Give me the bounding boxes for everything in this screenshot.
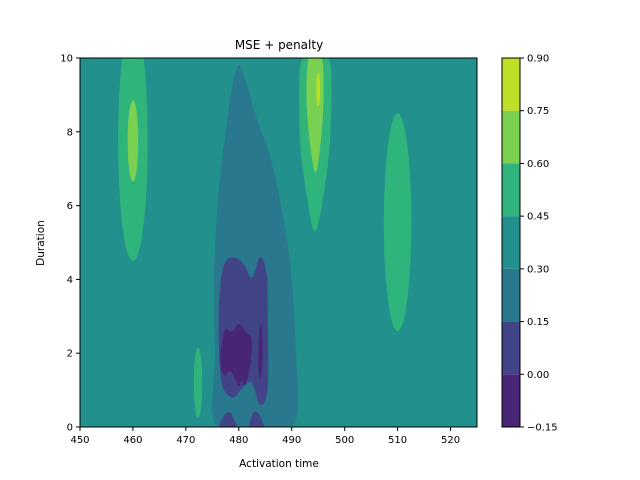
contour-region-7 xyxy=(127,100,139,182)
colorbar-tick-label: 0.30 xyxy=(527,264,549,275)
plot-area xyxy=(80,58,477,427)
x-axis-label: Activation time xyxy=(239,458,319,470)
y-tick-label: 2 xyxy=(67,349,73,360)
colorbar-tick-label: 0.45 xyxy=(527,212,549,223)
y-tick-label: 10 xyxy=(60,54,73,65)
contour-region-5 xyxy=(258,323,263,379)
y-tick-label: 0 xyxy=(67,423,73,434)
axes: 450 460 470 480 490 500 510 520 0 2 4 6 8 10 xyxy=(60,54,478,446)
colorbar-band xyxy=(502,163,520,217)
y-tick-label: 4 xyxy=(67,275,73,286)
x-tick-label: 470 xyxy=(176,435,195,446)
colorbar-band xyxy=(502,58,520,111)
x-tick-label: 510 xyxy=(388,435,407,446)
x-tick-label: 450 xyxy=(70,435,89,446)
x-tick-label: 480 xyxy=(229,435,248,446)
y-axis-label: Duration xyxy=(35,220,47,266)
x-tick-label: 520 xyxy=(441,435,460,446)
contour-region-12 xyxy=(193,347,203,418)
colorbar-tick-label: 0.60 xyxy=(527,159,549,170)
x-tick-label: 460 xyxy=(123,435,142,446)
colorbar-band xyxy=(502,374,520,427)
colorbar-band xyxy=(502,216,520,269)
y-tick-label: 6 xyxy=(67,201,73,212)
plot-frame xyxy=(79,57,478,428)
colorbar-tick-label: 0.00 xyxy=(527,370,549,381)
colorbar-frame xyxy=(501,57,521,428)
colorbar-tick-label: 0.90 xyxy=(527,54,549,65)
contour-region-2 xyxy=(219,412,237,427)
colorbar-band xyxy=(502,110,520,164)
colorbar-tick-label: 0.15 xyxy=(527,317,549,328)
contour-region-4 xyxy=(220,323,252,387)
colorbar-tick-label: 0.75 xyxy=(527,106,549,117)
x-tick-label: 490 xyxy=(282,435,301,446)
colorbar-band xyxy=(502,268,520,322)
colorbar-band xyxy=(502,321,520,375)
y-tick-label: 8 xyxy=(67,127,73,138)
contour-region-10 xyxy=(316,72,321,106)
contour-region-3 xyxy=(249,411,264,427)
contour-region-11 xyxy=(383,113,412,332)
colorbar-tick-label: −0.15 xyxy=(527,423,558,434)
x-tick-label: 500 xyxy=(335,435,354,446)
colorbar: −0.15 0.00 0.15 0.30 0.45 0.60 0.75 0.90 xyxy=(501,54,558,434)
chart-title: MSE + penalty xyxy=(235,38,323,52)
